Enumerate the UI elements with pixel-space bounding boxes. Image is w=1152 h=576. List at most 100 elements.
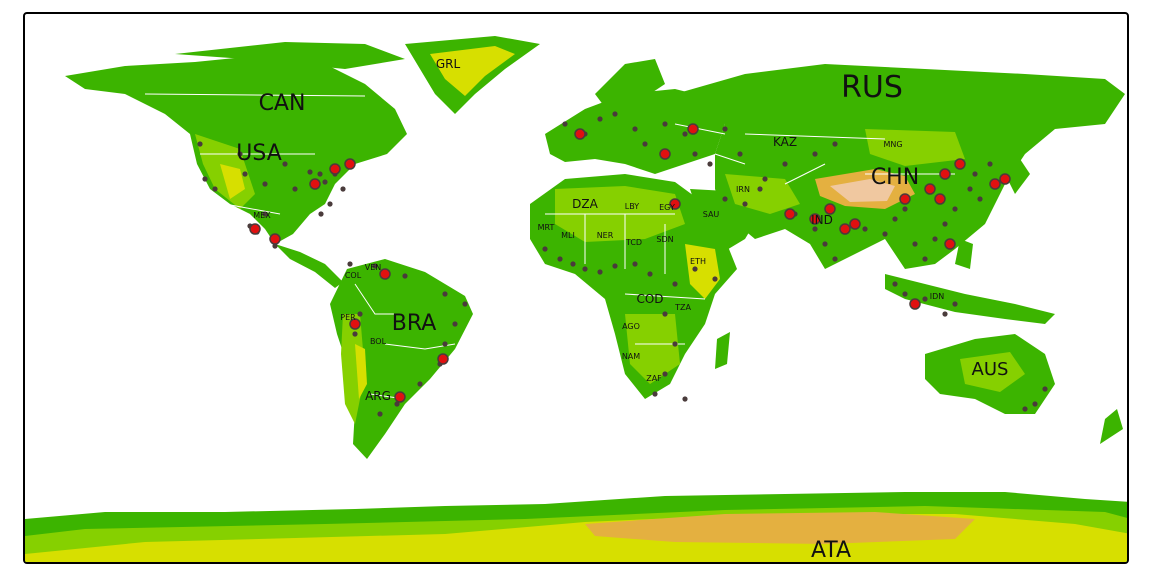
city-dot bbox=[922, 256, 928, 262]
city-dot bbox=[722, 196, 728, 202]
major-city-dot bbox=[944, 238, 956, 250]
city-dot bbox=[682, 396, 688, 402]
central-america bbox=[275, 244, 343, 288]
major-city-dot bbox=[939, 168, 951, 180]
city-dot bbox=[812, 151, 818, 157]
city-dot bbox=[762, 176, 768, 182]
major-city-dot bbox=[909, 298, 921, 310]
city-dot bbox=[262, 181, 268, 187]
city-dot bbox=[672, 281, 678, 287]
city-dot bbox=[542, 246, 548, 252]
country-label-nam: NAM bbox=[621, 352, 641, 361]
country-label-irn: IRN bbox=[736, 185, 750, 194]
country-label-lby: LBY bbox=[624, 202, 640, 211]
major-city-dot bbox=[899, 193, 911, 205]
country-label-ata: ATA bbox=[810, 538, 852, 563]
city-dot bbox=[652, 391, 658, 397]
city-dot bbox=[722, 126, 728, 132]
border-line bbox=[354, 283, 397, 315]
antarctica-plateau bbox=[585, 512, 975, 544]
south-america bbox=[330, 259, 473, 459]
city-dot bbox=[692, 266, 698, 272]
city-dot bbox=[237, 151, 243, 157]
major-city-dot bbox=[574, 128, 586, 140]
city-dot bbox=[662, 311, 668, 317]
country-label-chn: CHN bbox=[870, 165, 920, 190]
city-markers bbox=[197, 111, 1048, 417]
new-zealand bbox=[1100, 409, 1123, 444]
major-city-dot bbox=[309, 178, 321, 190]
country-label-zaf: ZAF bbox=[646, 374, 662, 383]
city-dot bbox=[340, 186, 346, 192]
major-city-dot bbox=[989, 178, 1001, 190]
city-dot bbox=[292, 186, 298, 192]
border-line bbox=[224, 203, 281, 215]
city-dot bbox=[662, 121, 668, 127]
mongolia-plateau bbox=[865, 129, 965, 166]
major-city-dot bbox=[394, 391, 406, 403]
city-dot bbox=[317, 171, 323, 177]
city-dot bbox=[662, 371, 668, 377]
major-city-dot bbox=[839, 223, 851, 235]
southern-africa-high bbox=[625, 314, 680, 384]
city-dot bbox=[942, 221, 948, 227]
city-dot bbox=[394, 401, 400, 407]
border-line bbox=[144, 93, 366, 97]
city-dot bbox=[612, 111, 618, 117]
city-dot bbox=[902, 291, 908, 297]
major-city-dot bbox=[687, 123, 699, 135]
major-city-dot bbox=[824, 203, 836, 215]
world-map[interactable] bbox=[25, 14, 1129, 564]
greenland-ice bbox=[430, 46, 515, 96]
city-dot bbox=[272, 243, 278, 249]
major-city-dot bbox=[659, 148, 671, 160]
city-dot bbox=[757, 186, 763, 192]
city-dot bbox=[832, 256, 838, 262]
map-frame: CAN USA RUS CHN BRA AUS ATA GRL KAZ DZA IND COD ARG M… bbox=[23, 12, 1129, 564]
city-dot bbox=[452, 321, 458, 327]
city-dot bbox=[987, 161, 993, 167]
major-city-dot bbox=[784, 208, 796, 220]
city-dot bbox=[932, 236, 938, 242]
major-city-dot bbox=[249, 223, 261, 235]
landmasses bbox=[25, 36, 1127, 562]
city-dot bbox=[822, 241, 828, 247]
city-dot bbox=[1022, 406, 1028, 412]
scandinavia bbox=[595, 59, 665, 114]
country-label-dza: DZA bbox=[572, 197, 598, 211]
country-label-ago: AGO bbox=[622, 322, 640, 331]
city-dot bbox=[307, 169, 313, 175]
east-africa-high bbox=[685, 244, 720, 299]
city-dot bbox=[647, 271, 653, 277]
country-label-sau: SAU bbox=[702, 210, 720, 219]
city-dot bbox=[562, 121, 568, 127]
country-label-idn: IDN bbox=[929, 292, 945, 301]
city-dot bbox=[597, 269, 603, 275]
city-dot bbox=[902, 206, 908, 212]
city-dot bbox=[632, 126, 638, 132]
country-label-mli: MLI bbox=[561, 231, 575, 240]
city-dot bbox=[262, 211, 268, 217]
city-dot bbox=[892, 216, 898, 222]
city-dot bbox=[972, 171, 978, 177]
city-dot bbox=[202, 176, 208, 182]
country-label-arg: ARG bbox=[365, 389, 391, 403]
city-dot bbox=[682, 131, 688, 137]
canada-arctic bbox=[175, 42, 405, 69]
city-dot bbox=[582, 266, 588, 272]
border-line bbox=[674, 123, 726, 135]
city-dot bbox=[242, 171, 248, 177]
city-dot bbox=[347, 261, 353, 267]
country-label-can: CAN bbox=[258, 91, 306, 116]
major-city-dot bbox=[329, 163, 341, 175]
city-dot bbox=[212, 186, 218, 192]
city-dot bbox=[862, 226, 868, 232]
city-dot bbox=[570, 261, 576, 267]
country-label-col: COL bbox=[344, 271, 362, 280]
city-dot bbox=[377, 411, 383, 417]
country-label-mex: MEX bbox=[253, 211, 271, 220]
city-dot bbox=[557, 256, 563, 262]
country-label-ind: IND bbox=[811, 213, 833, 227]
major-city-dot bbox=[954, 158, 966, 170]
city-dot bbox=[967, 186, 973, 192]
